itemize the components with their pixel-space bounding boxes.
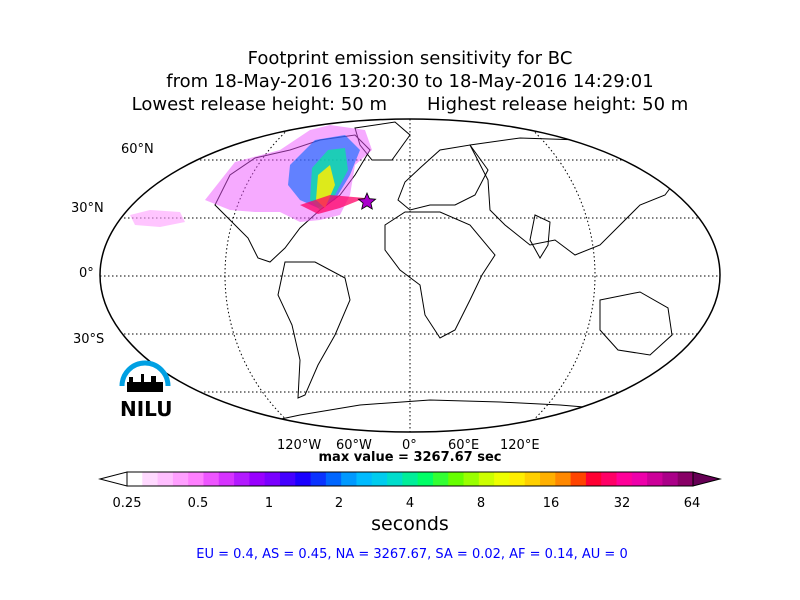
- colorbar-cell: [234, 472, 250, 486]
- colorbar-cell: [509, 472, 526, 486]
- africa: [384, 211, 496, 339]
- colorbar-cell: [310, 472, 327, 486]
- colorbar-cell: [647, 472, 664, 486]
- colorbar-cell: [677, 472, 694, 486]
- nilu-logo-icon: [119, 360, 171, 392]
- colorbar-cell: [585, 472, 602, 486]
- max-value-label: max value = 3267.67 sec: [318, 450, 502, 465]
- colorbar-frame: [126, 471, 694, 487]
- colorbar-cell: [478, 472, 495, 486]
- colorbar-cell: [295, 472, 312, 486]
- colorbar-cell: [203, 472, 220, 486]
- europe: [397, 144, 489, 211]
- lat-label-30s: 30°S: [73, 332, 105, 347]
- lat-label-0: 0°: [79, 266, 94, 281]
- colorbar-tick-label: 16: [542, 496, 560, 511]
- colorbar-cell: [402, 472, 419, 486]
- colorbar-cells: [127, 472, 694, 486]
- india: [529, 214, 551, 259]
- colorbar-cell: [157, 472, 174, 486]
- colorbar-cell: [264, 472, 281, 486]
- colorbar-unit-label: seconds: [371, 513, 449, 535]
- colorbar-tick-label: 0.25: [112, 496, 142, 511]
- colorbar-cell: [524, 472, 541, 486]
- colorbar-cell: [555, 472, 572, 486]
- colorbar-cell: [631, 472, 648, 486]
- colorbar-cell: [341, 472, 358, 486]
- colorbar-cell: [172, 472, 189, 486]
- colorbar-tick-label: 1: [264, 496, 274, 511]
- lon-label-60w: 60°W: [336, 438, 372, 453]
- colorbar-cell: [279, 472, 296, 486]
- colorbar-tick-label: 2: [334, 496, 344, 511]
- region-stats-text: EU = 0.4, AS = 0.45, NA = 3267.67, SA = …: [196, 547, 628, 562]
- colorbar-cell: [356, 472, 373, 486]
- title-line-1: Footprint emission sensitivity for BC: [247, 48, 573, 69]
- colorbar-tick-label: 0.5: [187, 496, 209, 511]
- lon-label-120e: 120°E: [500, 438, 540, 453]
- australia: [599, 291, 673, 356]
- colorbar-tick-label: 8: [476, 496, 486, 511]
- colorbar-tick-label: 64: [683, 496, 701, 511]
- colorbar-cell: [249, 472, 266, 486]
- colorbar-cell: [387, 472, 403, 486]
- lat-label-60n: 60°N: [121, 142, 154, 157]
- colorbar-max-arrow: [692, 471, 722, 487]
- lon-label-60e: 60°E: [448, 438, 480, 453]
- colorbar-cell: [601, 472, 618, 486]
- colorbar-cell: [494, 472, 511, 486]
- release-location-star: [357, 191, 377, 210]
- colorbar-cell: [127, 472, 143, 486]
- colorbar-cell: [662, 472, 679, 486]
- colorbar-cell: [448, 472, 465, 486]
- lon-label-0: 0°: [402, 438, 417, 453]
- lat-label-30n: 30°N: [71, 201, 104, 216]
- lon-label-120w: 120°W: [277, 438, 322, 453]
- colorbar-cell: [142, 472, 159, 486]
- nilu-logo-text: NILU: [120, 397, 173, 421]
- colorbar-cell: [371, 472, 388, 486]
- colorbar-cell: [432, 472, 449, 486]
- colorbar-min-arrow: [98, 471, 128, 487]
- colorbar-cell: [325, 472, 342, 486]
- title-line-2: from 18-May-2016 13:20:30 to 18-May-2016…: [166, 71, 654, 92]
- colorbar-tick-label: 4: [405, 496, 415, 511]
- globe-outline: [99, 118, 721, 433]
- colorbar-cell: [417, 472, 434, 486]
- title-line-3: Lowest release height: 50 m Highest rele…: [131, 94, 689, 115]
- colorbar-cell: [616, 472, 633, 486]
- south-america: [277, 261, 351, 399]
- colorbar-cell: [463, 472, 480, 486]
- colorbar-tick-label: 32: [613, 496, 631, 511]
- colorbar-cell: [188, 472, 205, 486]
- footprint-plume: [130, 125, 372, 227]
- colorbar-cell: [570, 472, 587, 486]
- colorbar-cell: [218, 472, 235, 486]
- colorbar-cell: [540, 472, 556, 486]
